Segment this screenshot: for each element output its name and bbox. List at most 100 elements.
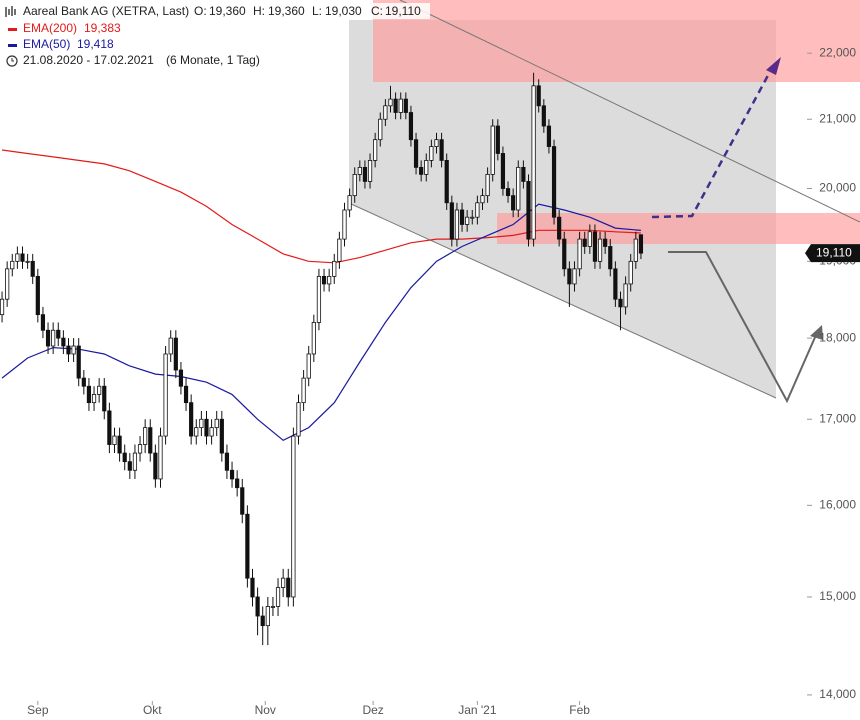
candle-body bbox=[281, 577, 286, 588]
clock-hand bbox=[11, 58, 14, 62]
y-tick-label: 18,000 bbox=[819, 330, 856, 344]
quote-name: L: bbox=[312, 4, 322, 18]
candle-body bbox=[97, 385, 102, 395]
candle-body bbox=[194, 427, 199, 437]
candle-body bbox=[275, 587, 281, 607]
clock-icon bbox=[6, 55, 18, 67]
legend-swatch bbox=[8, 28, 17, 31]
candle-body bbox=[291, 435, 296, 598]
candle-body bbox=[332, 260, 337, 277]
candle-body bbox=[86, 385, 92, 404]
x-tick-label: Dez bbox=[362, 703, 383, 717]
candle-body bbox=[403, 98, 408, 113]
candle-body bbox=[40, 314, 46, 331]
support-zone bbox=[497, 213, 860, 244]
legend: Aareal Bank AG (XETRA, Last) O: 19,360 H… bbox=[0, 3, 430, 67]
candle-body bbox=[352, 173, 357, 197]
candle-body bbox=[132, 452, 138, 471]
candle-body bbox=[219, 418, 224, 454]
candle-body bbox=[551, 146, 557, 218]
candle-body bbox=[143, 427, 148, 445]
candle-body bbox=[623, 283, 628, 308]
candle-body bbox=[577, 238, 582, 270]
candle-body bbox=[546, 125, 552, 147]
x-tick-label: Okt bbox=[143, 703, 162, 717]
candle-body bbox=[388, 98, 393, 107]
candle-body bbox=[204, 418, 209, 437]
candle-body bbox=[475, 202, 480, 218]
candle-body bbox=[511, 195, 516, 211]
candle-body bbox=[66, 345, 71, 355]
candle-body bbox=[25, 260, 30, 263]
candle-body bbox=[240, 487, 245, 515]
candle-body bbox=[531, 85, 536, 240]
candle-body bbox=[0, 298, 5, 316]
price-text: 19,110 bbox=[816, 245, 852, 259]
candle-body bbox=[61, 337, 66, 347]
candle-body bbox=[357, 166, 362, 175]
candle-body bbox=[459, 209, 465, 225]
candle-body bbox=[480, 195, 485, 204]
candle-body bbox=[618, 298, 623, 308]
y-tick-label: 22,000 bbox=[819, 45, 856, 59]
candle-body bbox=[465, 216, 470, 225]
candle-body bbox=[613, 268, 618, 300]
x-tick-label: Feb bbox=[569, 703, 590, 717]
candle-body bbox=[444, 160, 449, 204]
candle-body bbox=[439, 139, 444, 161]
candle-body bbox=[5, 268, 10, 300]
candle-body bbox=[189, 402, 194, 437]
bearish-path bbox=[668, 251, 817, 404]
candle-body bbox=[76, 345, 81, 379]
y-tick-label: 21,000 bbox=[819, 111, 856, 125]
candle-body bbox=[311, 322, 316, 355]
candle-body bbox=[592, 231, 598, 262]
candle-body bbox=[582, 238, 587, 247]
candle-body bbox=[168, 337, 173, 355]
candle-body bbox=[112, 435, 117, 445]
quote-name: C: bbox=[371, 4, 383, 18]
candle-body bbox=[122, 452, 127, 463]
candle-body bbox=[178, 369, 184, 387]
date-range: 21.08.2020 - 17.02.2021 bbox=[23, 53, 154, 67]
candle-body bbox=[173, 337, 178, 371]
candle-body bbox=[209, 427, 214, 437]
candle-body bbox=[342, 209, 347, 240]
candle-body bbox=[255, 596, 260, 617]
candle-body bbox=[56, 329, 61, 339]
price-label: 19,110 bbox=[805, 244, 860, 263]
candle-body bbox=[107, 410, 112, 445]
candle-body bbox=[306, 353, 311, 379]
candle-body bbox=[137, 444, 143, 454]
candle-body bbox=[260, 615, 265, 627]
period: (6 Monate, 1 Tag) bbox=[166, 53, 260, 67]
candle-body bbox=[557, 216, 562, 240]
candle-body bbox=[250, 577, 255, 598]
x-tick-label: Nov bbox=[255, 703, 276, 717]
candle-body bbox=[408, 112, 414, 141]
candle-body bbox=[567, 268, 572, 285]
candle-icon bbox=[5, 6, 16, 17]
candle-body bbox=[127, 461, 132, 471]
candle-body bbox=[505, 188, 511, 197]
candle-body bbox=[470, 216, 475, 219]
candle-body bbox=[383, 105, 388, 120]
candle-body bbox=[10, 260, 15, 270]
candle-body bbox=[419, 166, 424, 175]
candle-body bbox=[286, 577, 291, 598]
candle-body bbox=[296, 402, 301, 437]
candle-body bbox=[321, 275, 327, 285]
quote-value: 19,030 bbox=[325, 4, 362, 18]
candle-body bbox=[516, 166, 521, 211]
candle-body bbox=[229, 469, 235, 480]
candle-body bbox=[603, 238, 608, 247]
candle-body bbox=[15, 253, 20, 262]
quote-name: H: bbox=[253, 4, 265, 18]
candle-body bbox=[30, 260, 35, 277]
candle-body bbox=[485, 173, 490, 197]
arrows bbox=[651, 57, 823, 404]
candle-body bbox=[235, 478, 240, 489]
candle-body bbox=[398, 98, 403, 113]
legend-bg bbox=[0, 3, 430, 19]
candle-body bbox=[301, 377, 306, 404]
